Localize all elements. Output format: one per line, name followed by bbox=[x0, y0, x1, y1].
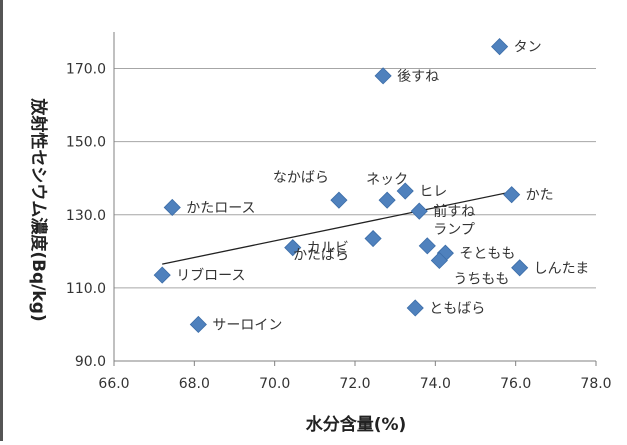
data-point bbox=[418, 237, 436, 255]
data-point bbox=[503, 186, 521, 204]
x-tick-label: 72.0 bbox=[339, 376, 370, 392]
data-point bbox=[511, 259, 529, 277]
y-tick-label: 150.0 bbox=[66, 135, 106, 151]
point-label: しんたま bbox=[534, 261, 590, 277]
point-label: 前すね bbox=[433, 203, 475, 220]
x-tick-label: 76.0 bbox=[500, 376, 531, 392]
data-point bbox=[330, 191, 348, 209]
trendline-group bbox=[162, 190, 516, 265]
y-tick-label: 130.0 bbox=[66, 208, 106, 224]
y-tick-label: 170.0 bbox=[66, 62, 106, 78]
y-tick-label: 110.0 bbox=[66, 281, 106, 297]
data-point bbox=[491, 38, 509, 56]
y-tick-label: 90.0 bbox=[75, 354, 106, 370]
x-tick-label: 74.0 bbox=[420, 376, 451, 392]
data-point bbox=[406, 299, 424, 317]
point-label: ともばら bbox=[429, 301, 485, 317]
trendline bbox=[162, 190, 516, 265]
data-point bbox=[396, 182, 414, 200]
frame-left-border bbox=[0, 0, 3, 441]
x-axis-title: 水分含量(%) bbox=[306, 414, 407, 435]
x-tick-label: 70.0 bbox=[259, 376, 290, 392]
point-label: かた bbox=[526, 188, 554, 204]
point-label: そともも bbox=[459, 246, 515, 262]
point-label: タン bbox=[514, 40, 542, 56]
point-label: サーロイン bbox=[212, 317, 282, 333]
data-point bbox=[410, 202, 428, 220]
data-point bbox=[284, 239, 302, 257]
data-point bbox=[153, 266, 171, 284]
data-point bbox=[374, 67, 392, 85]
point-label: 後すね bbox=[397, 69, 439, 85]
data-point bbox=[189, 315, 207, 334]
point-label: ヒレ bbox=[419, 184, 447, 200]
point-label: うちもも bbox=[453, 271, 509, 287]
point-label: カルビ bbox=[307, 241, 349, 257]
point-label: なかばら bbox=[273, 170, 329, 186]
y-axis-title: 放射性セシウム濃度(Bq/kg) bbox=[28, 97, 49, 321]
data-point bbox=[378, 191, 396, 209]
point-label: リブロース bbox=[176, 267, 245, 284]
data-point bbox=[163, 198, 181, 217]
grid-lines bbox=[114, 68, 596, 289]
point-label: ネック bbox=[366, 172, 408, 188]
point-label: かたばら bbox=[293, 248, 349, 264]
x-tick-label: 78.0 bbox=[580, 376, 611, 392]
point-label: ランプ bbox=[433, 222, 475, 238]
data-point bbox=[364, 229, 382, 248]
data-point bbox=[430, 251, 448, 270]
axes: 90.0 110.0 130.0 150.0 170.0 66.0 68.0 70.0 72.0… bbox=[66, 32, 612, 392]
x-tick-label: 68.0 bbox=[179, 376, 210, 392]
point-label: かたロース bbox=[186, 200, 255, 216]
x-tick-label: 66.0 bbox=[98, 376, 129, 392]
data-points bbox=[153, 38, 529, 334]
